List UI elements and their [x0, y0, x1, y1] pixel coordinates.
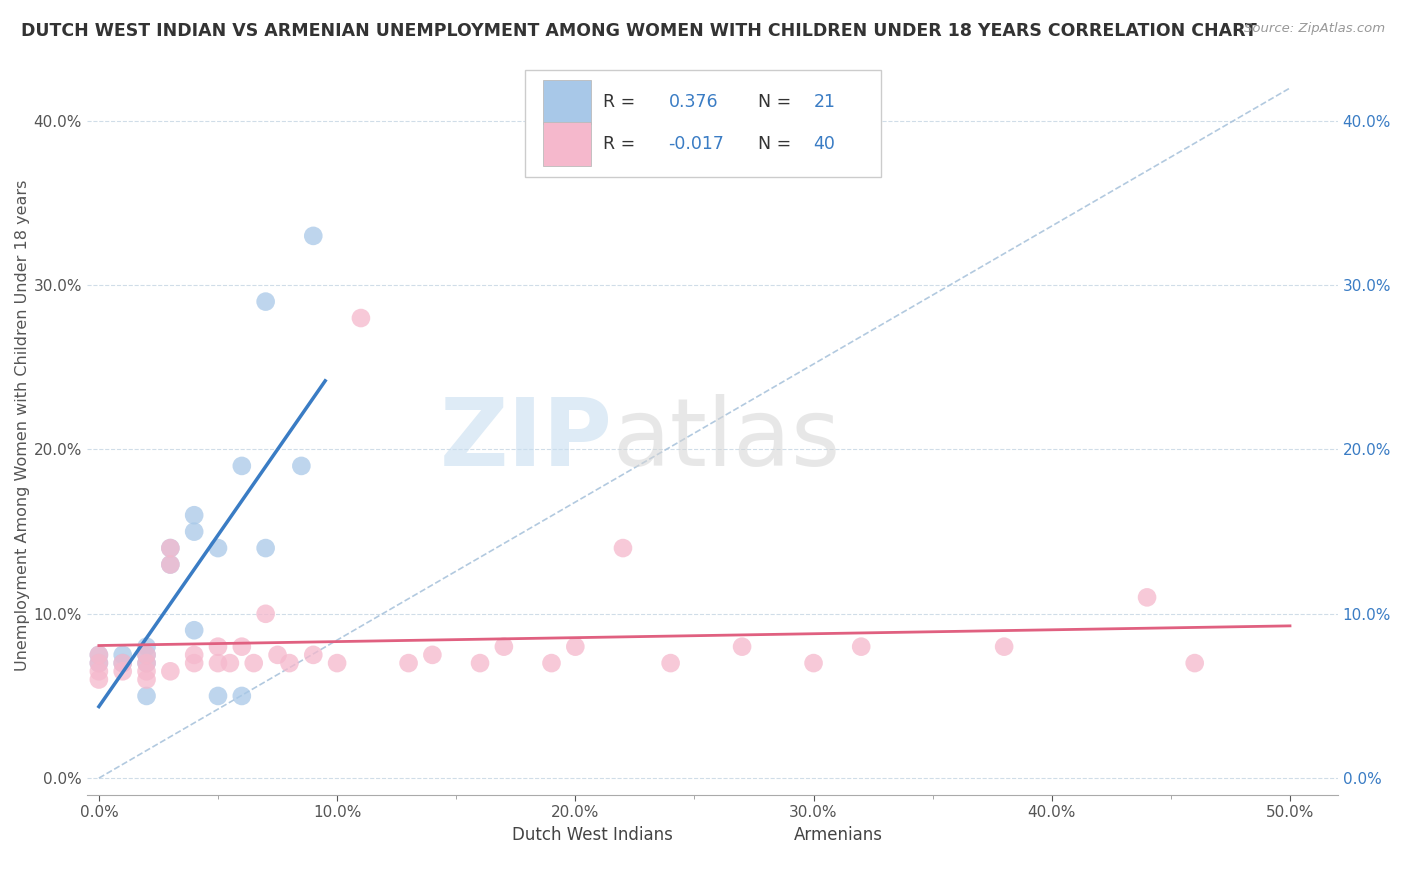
- FancyBboxPatch shape: [748, 821, 780, 850]
- Point: [111, 656, 134, 670]
- Point: [242, 656, 264, 670]
- Point: [564, 640, 586, 654]
- Point: [87, 648, 110, 662]
- Point: [183, 648, 205, 662]
- Point: [159, 558, 181, 572]
- FancyBboxPatch shape: [544, 80, 591, 123]
- Point: [87, 656, 110, 670]
- Point: [87, 665, 110, 679]
- Point: [254, 541, 277, 555]
- Y-axis label: Unemployment Among Women with Children Under 18 years: Unemployment Among Women with Children U…: [15, 179, 30, 671]
- Point: [135, 673, 157, 687]
- Point: [290, 458, 312, 473]
- Text: Dutch West Indians: Dutch West Indians: [512, 826, 673, 844]
- Point: [135, 640, 157, 654]
- FancyBboxPatch shape: [544, 122, 591, 166]
- Text: -0.017: -0.017: [668, 135, 724, 153]
- Point: [219, 656, 242, 670]
- Point: [207, 541, 229, 555]
- Text: N =: N =: [748, 93, 797, 111]
- Point: [159, 558, 181, 572]
- Point: [135, 648, 157, 662]
- Point: [207, 656, 229, 670]
- Point: [422, 648, 444, 662]
- Point: [87, 673, 110, 687]
- Point: [111, 656, 134, 670]
- Text: R =: R =: [603, 135, 641, 153]
- Point: [851, 640, 873, 654]
- Point: [231, 640, 253, 654]
- Point: [350, 311, 373, 326]
- Text: atlas: atlas: [612, 393, 841, 485]
- Point: [159, 665, 181, 679]
- Point: [231, 458, 253, 473]
- Text: ZIP: ZIP: [440, 393, 612, 485]
- Point: [183, 524, 205, 539]
- Text: R =: R =: [603, 93, 641, 111]
- Point: [398, 656, 420, 670]
- Point: [111, 665, 134, 679]
- Text: 40: 40: [814, 135, 835, 153]
- Point: [135, 656, 157, 670]
- FancyBboxPatch shape: [465, 821, 499, 850]
- Point: [135, 689, 157, 703]
- Point: [1184, 656, 1206, 670]
- Point: [302, 228, 325, 243]
- Point: [492, 640, 515, 654]
- Point: [111, 648, 134, 662]
- Point: [207, 640, 229, 654]
- Point: [612, 541, 634, 555]
- Point: [326, 656, 349, 670]
- Point: [135, 656, 157, 670]
- Point: [87, 648, 110, 662]
- Point: [1136, 591, 1159, 605]
- Point: [87, 656, 110, 670]
- Text: 21: 21: [814, 93, 835, 111]
- Point: [183, 624, 205, 638]
- Text: Armenians: Armenians: [793, 826, 883, 844]
- Point: [159, 541, 181, 555]
- Point: [278, 656, 301, 670]
- Point: [254, 607, 277, 621]
- Text: N =: N =: [748, 135, 797, 153]
- Point: [254, 294, 277, 309]
- Point: [468, 656, 491, 670]
- Text: 0.376: 0.376: [668, 93, 718, 111]
- Point: [993, 640, 1015, 654]
- Point: [302, 648, 325, 662]
- Point: [135, 665, 157, 679]
- Point: [803, 656, 825, 670]
- Point: [183, 656, 205, 670]
- Point: [266, 648, 288, 662]
- Text: DUTCH WEST INDIAN VS ARMENIAN UNEMPLOYMENT AMONG WOMEN WITH CHILDREN UNDER 18 YE: DUTCH WEST INDIAN VS ARMENIAN UNEMPLOYME…: [21, 22, 1257, 40]
- Point: [207, 689, 229, 703]
- Point: [135, 648, 157, 662]
- Point: [540, 656, 562, 670]
- Point: [231, 689, 253, 703]
- Point: [731, 640, 754, 654]
- Point: [659, 656, 682, 670]
- FancyBboxPatch shape: [524, 70, 882, 178]
- Point: [183, 508, 205, 523]
- Text: Source: ZipAtlas.com: Source: ZipAtlas.com: [1244, 22, 1385, 36]
- Point: [159, 541, 181, 555]
